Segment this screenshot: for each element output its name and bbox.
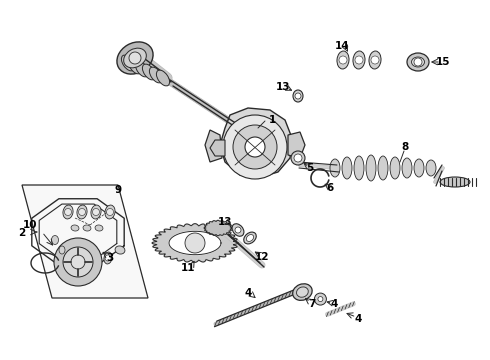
- Ellipse shape: [244, 232, 256, 244]
- Ellipse shape: [232, 224, 244, 236]
- Circle shape: [294, 154, 302, 162]
- Circle shape: [223, 115, 287, 179]
- Ellipse shape: [414, 159, 424, 177]
- Text: 11: 11: [181, 263, 195, 273]
- Circle shape: [245, 137, 265, 157]
- Ellipse shape: [342, 157, 352, 179]
- Ellipse shape: [354, 156, 364, 180]
- Text: 8: 8: [401, 142, 409, 152]
- Circle shape: [295, 93, 301, 99]
- Text: 10: 10: [23, 220, 37, 230]
- Ellipse shape: [353, 51, 365, 69]
- Ellipse shape: [123, 48, 147, 68]
- Ellipse shape: [83, 225, 91, 231]
- Ellipse shape: [407, 53, 429, 71]
- Ellipse shape: [51, 235, 58, 244]
- Text: 13: 13: [218, 217, 232, 227]
- Circle shape: [93, 208, 99, 216]
- Text: 6: 6: [326, 183, 334, 193]
- Circle shape: [78, 208, 85, 216]
- Ellipse shape: [77, 205, 87, 219]
- Text: 13: 13: [276, 82, 290, 92]
- Text: 14: 14: [335, 41, 349, 51]
- Polygon shape: [288, 132, 305, 158]
- Text: 3: 3: [106, 253, 114, 263]
- Ellipse shape: [330, 159, 340, 177]
- Circle shape: [71, 255, 85, 269]
- Text: 5: 5: [306, 163, 314, 173]
- Polygon shape: [22, 185, 148, 298]
- Ellipse shape: [426, 160, 436, 176]
- Ellipse shape: [59, 246, 65, 254]
- Ellipse shape: [296, 287, 308, 297]
- Ellipse shape: [95, 225, 103, 231]
- Circle shape: [106, 208, 114, 216]
- Ellipse shape: [390, 157, 400, 179]
- Circle shape: [105, 255, 111, 261]
- Ellipse shape: [291, 151, 305, 165]
- Ellipse shape: [369, 51, 381, 69]
- Text: 2: 2: [19, 228, 25, 238]
- Text: 7: 7: [309, 299, 316, 309]
- Ellipse shape: [128, 58, 142, 74]
- Ellipse shape: [402, 158, 412, 178]
- Circle shape: [54, 238, 102, 286]
- Circle shape: [318, 297, 323, 302]
- Circle shape: [129, 52, 141, 64]
- Ellipse shape: [366, 155, 376, 181]
- Circle shape: [185, 233, 205, 253]
- Polygon shape: [210, 140, 225, 156]
- Ellipse shape: [149, 67, 163, 83]
- Ellipse shape: [122, 55, 135, 71]
- Circle shape: [63, 247, 93, 277]
- Ellipse shape: [337, 51, 349, 69]
- Ellipse shape: [117, 42, 153, 74]
- Ellipse shape: [156, 70, 170, 86]
- Text: 4: 4: [245, 288, 252, 298]
- Text: 12: 12: [255, 252, 269, 262]
- Text: 1: 1: [269, 115, 275, 125]
- Ellipse shape: [71, 225, 79, 231]
- Text: 4: 4: [331, 299, 338, 309]
- Ellipse shape: [412, 57, 424, 67]
- Ellipse shape: [378, 156, 388, 180]
- Polygon shape: [169, 231, 221, 255]
- Ellipse shape: [63, 205, 73, 219]
- Ellipse shape: [293, 90, 303, 102]
- Ellipse shape: [293, 284, 312, 300]
- Circle shape: [414, 58, 422, 66]
- Ellipse shape: [135, 61, 148, 77]
- Text: 4: 4: [355, 314, 362, 324]
- Circle shape: [315, 293, 326, 305]
- Ellipse shape: [246, 235, 254, 242]
- Polygon shape: [152, 224, 238, 262]
- Ellipse shape: [115, 246, 125, 254]
- Circle shape: [339, 56, 347, 64]
- Polygon shape: [205, 130, 222, 162]
- Polygon shape: [220, 108, 292, 178]
- Circle shape: [233, 125, 277, 169]
- Ellipse shape: [105, 205, 115, 219]
- Polygon shape: [204, 220, 232, 236]
- Text: 15: 15: [436, 57, 450, 67]
- Ellipse shape: [440, 177, 470, 187]
- Circle shape: [65, 208, 72, 216]
- Ellipse shape: [143, 64, 156, 80]
- Text: 9: 9: [115, 185, 122, 195]
- Circle shape: [235, 227, 241, 233]
- Ellipse shape: [91, 205, 101, 219]
- Ellipse shape: [104, 252, 112, 264]
- Circle shape: [355, 56, 363, 64]
- Circle shape: [371, 56, 379, 64]
